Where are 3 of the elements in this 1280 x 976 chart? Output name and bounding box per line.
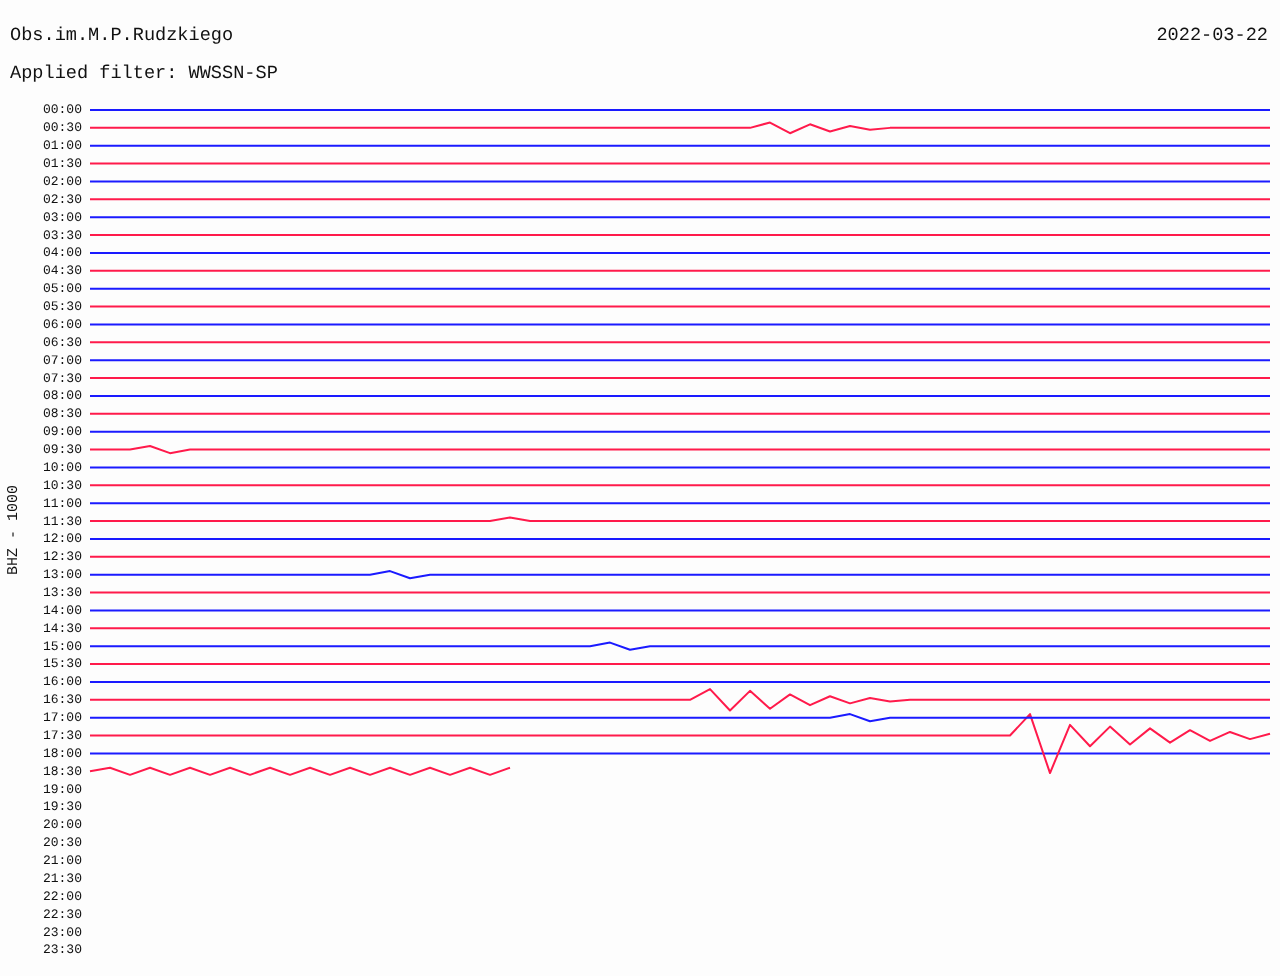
chart-subtitle: Applied filter: WWSSN-SP [10, 62, 278, 86]
chart-title: Obs.im.M.P.Rudzkiego [10, 24, 234, 48]
text: 2022-03-22 [1156, 24, 1268, 48]
